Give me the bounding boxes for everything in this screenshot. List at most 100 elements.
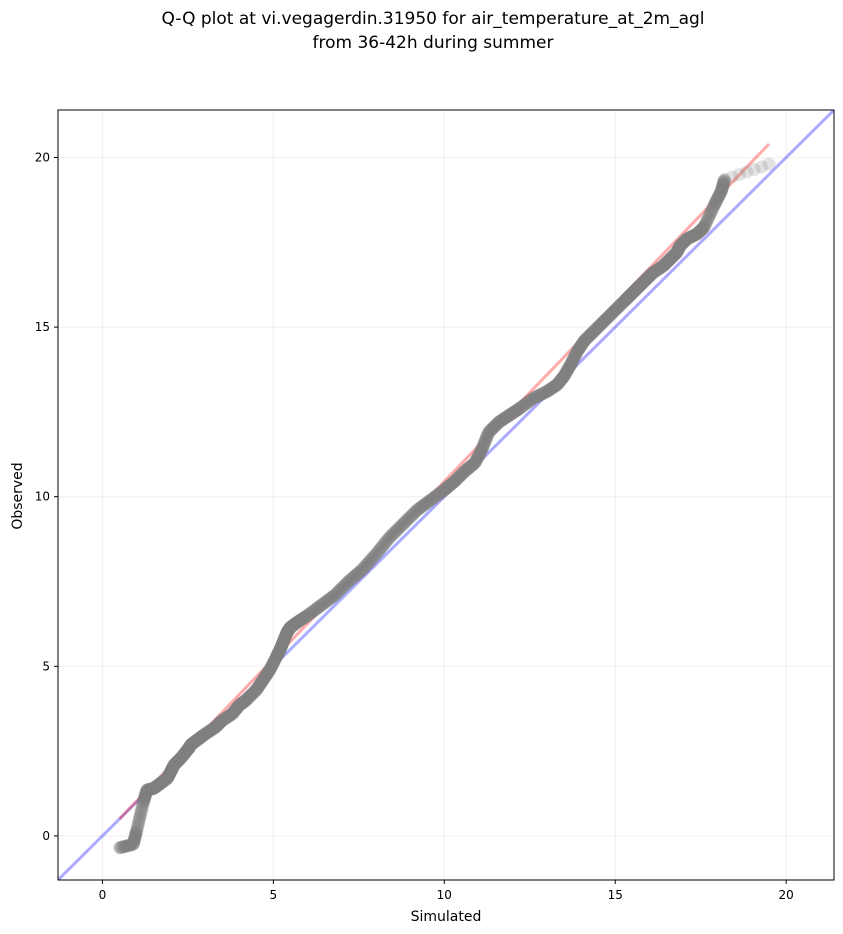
data-point [356,562,370,576]
data-point [690,227,704,241]
data-point [387,526,401,540]
data-point [606,306,620,320]
data-point [172,753,186,767]
data-point [706,200,720,214]
data-point [278,629,292,643]
data-point [168,757,182,771]
data-point [579,332,593,346]
data-point [623,288,637,302]
data-point [535,387,549,401]
data-point [642,270,656,284]
data-point [725,170,739,184]
data-point [716,176,730,190]
data-point [208,720,222,734]
data-point [470,452,484,466]
data-point [166,760,180,774]
data-point [342,574,356,588]
data-point [295,612,309,626]
data-point [717,176,731,190]
data-point [428,490,442,504]
data-points [113,157,776,855]
data-point [622,289,636,303]
data-point [459,463,473,477]
data-point [710,192,724,206]
data-point [228,704,242,718]
data-point [220,710,234,724]
data-point [297,611,311,625]
data-point [588,323,602,337]
data-point [494,414,508,428]
data-point [254,676,268,690]
data-point [710,193,724,207]
data-point [283,621,297,635]
data-point [622,290,636,304]
data-point [507,405,521,419]
data-point [237,695,251,709]
data-point [234,697,248,711]
data-point [694,223,708,237]
data-point [449,472,463,486]
data-point [601,310,615,324]
data-point [119,839,133,853]
data-point [138,791,152,805]
data-point [278,631,292,645]
data-point [161,770,175,784]
data-point [366,551,380,565]
data-point [647,265,661,279]
data-point [260,668,274,682]
x-tick-label: 20 [779,888,794,902]
data-point [620,291,634,305]
data-point [494,413,508,427]
data-point [491,416,505,430]
data-point [615,296,629,310]
data-point [598,313,612,327]
data-point [482,425,496,439]
data-point [299,609,313,623]
data-point [183,739,197,753]
data-point [659,256,673,270]
data-point [562,360,576,374]
data-point [237,694,251,708]
data-point [608,304,622,318]
data-point [160,771,174,785]
data-point [622,289,636,303]
data-point [290,615,304,629]
data-point [208,721,222,735]
data-point [551,377,565,391]
data-point [485,422,499,436]
data-point [504,407,518,421]
data-point [275,637,289,651]
data-point [601,310,615,324]
data-point [498,411,512,425]
data-point [231,700,245,714]
data-point [538,385,552,399]
data-point [536,387,550,401]
data-point [296,611,310,625]
data-point [658,257,672,271]
data-point [276,635,290,649]
data-point [431,487,445,501]
data-point [191,732,205,746]
data-point [619,293,633,307]
data-point [681,231,695,245]
data-point [669,246,683,260]
data-point [446,476,460,490]
data-point [189,734,203,748]
data-point [350,567,364,581]
data-point [398,515,412,529]
data-point [129,826,143,840]
data-point [135,802,149,816]
data-point [300,609,314,623]
data-point [587,324,601,338]
data-point [641,271,655,285]
data-point [148,780,162,794]
data-point [184,738,198,752]
data-point [283,621,297,635]
data-point [280,625,294,639]
data-point [421,495,435,509]
data-point [600,311,614,325]
data-point [671,242,685,256]
data-point [258,669,272,683]
data-point [182,741,196,755]
data-point [567,350,581,364]
